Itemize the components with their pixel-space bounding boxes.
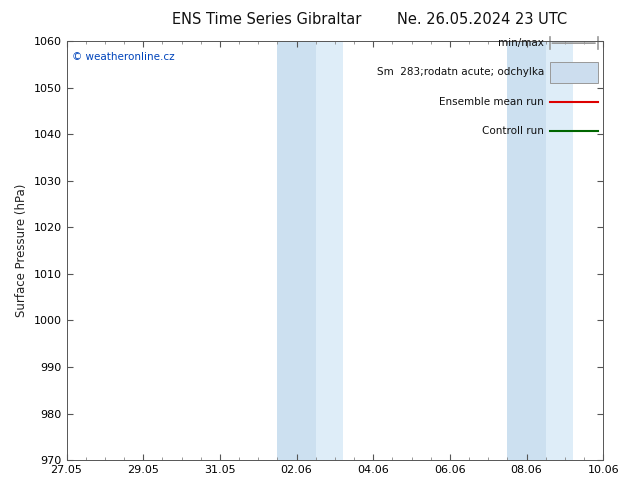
Bar: [316, 41, 342, 460]
Bar: [507, 41, 546, 460]
Text: Controll run: Controll run: [482, 126, 544, 136]
Bar: [277, 41, 316, 460]
Text: Ensemble mean run: Ensemble mean run: [439, 97, 544, 107]
Text: ENS Time Series Gibraltar: ENS Time Series Gibraltar: [172, 12, 361, 27]
Bar: [546, 41, 573, 460]
Text: Ne. 26.05.2024 23 UTC: Ne. 26.05.2024 23 UTC: [397, 12, 567, 27]
Bar: [550, 62, 598, 83]
Text: min/max: min/max: [498, 38, 544, 48]
Y-axis label: Surface Pressure (hPa): Surface Pressure (hPa): [15, 184, 28, 318]
Text: Sm  283;rodatn acute; odchylka: Sm 283;rodatn acute; odchylka: [377, 68, 544, 77]
Text: © weatheronline.cz: © weatheronline.cz: [72, 51, 174, 62]
